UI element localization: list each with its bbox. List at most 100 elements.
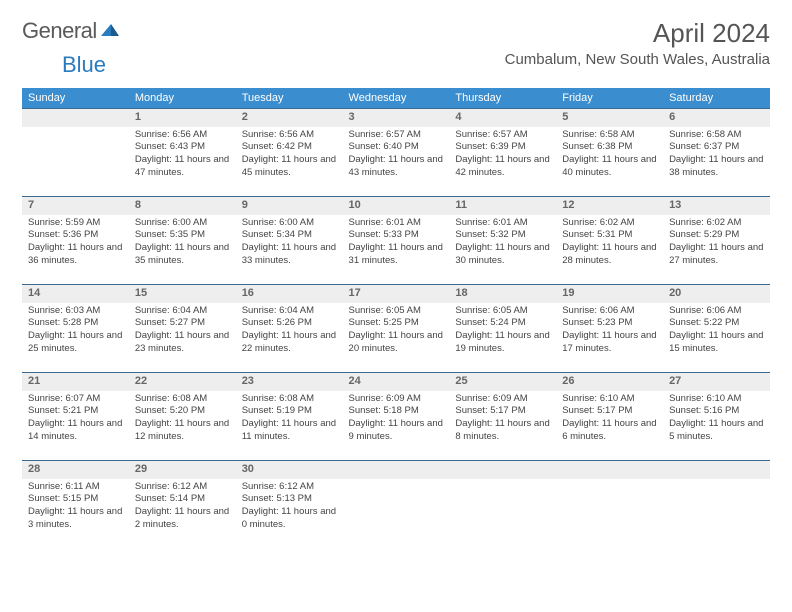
day-number-cell: 12 bbox=[556, 197, 663, 215]
day-number-cell: 26 bbox=[556, 373, 663, 391]
day-content-cell bbox=[663, 479, 770, 549]
day-number-cell: 2 bbox=[236, 109, 343, 127]
day-content-row: Sunrise: 6:03 AMSunset: 5:28 PMDaylight:… bbox=[22, 303, 770, 373]
day-number-cell bbox=[556, 461, 663, 479]
day-number-cell: 13 bbox=[663, 197, 770, 215]
sunset-line: Sunset: 5:21 PM bbox=[28, 405, 123, 418]
calendar-table: Sunday Monday Tuesday Wednesday Thursday… bbox=[22, 88, 770, 549]
sunset-line: Sunset: 5:17 PM bbox=[455, 405, 550, 418]
sunset-line: Sunset: 5:23 PM bbox=[562, 317, 657, 330]
day-number-cell: 8 bbox=[129, 197, 236, 215]
sunset-line: Sunset: 6:42 PM bbox=[242, 141, 337, 154]
day-content-cell: Sunrise: 6:00 AMSunset: 5:35 PMDaylight:… bbox=[129, 215, 236, 285]
daylight-line: Daylight: 11 hours and 22 minutes. bbox=[242, 330, 337, 356]
daylight-line: Daylight: 11 hours and 12 minutes. bbox=[135, 418, 230, 444]
sunset-line: Sunset: 6:43 PM bbox=[135, 141, 230, 154]
sunset-line: Sunset: 6:37 PM bbox=[669, 141, 764, 154]
sunrise-line: Sunrise: 6:56 AM bbox=[135, 129, 230, 142]
sunrise-line: Sunrise: 6:01 AM bbox=[349, 217, 444, 230]
weekday-header: Tuesday bbox=[236, 88, 343, 109]
daynum-row: 21222324252627 bbox=[22, 373, 770, 391]
day-content-cell: Sunrise: 6:06 AMSunset: 5:22 PMDaylight:… bbox=[663, 303, 770, 373]
sunrise-line: Sunrise: 6:08 AM bbox=[135, 393, 230, 406]
sunrise-line: Sunrise: 6:01 AM bbox=[455, 217, 550, 230]
day-content-cell bbox=[22, 127, 129, 197]
sunrise-line: Sunrise: 6:58 AM bbox=[562, 129, 657, 142]
sunset-line: Sunset: 5:36 PM bbox=[28, 229, 123, 242]
logo-text-general: General bbox=[22, 18, 97, 44]
day-number-cell: 19 bbox=[556, 285, 663, 303]
sunset-line: Sunset: 5:20 PM bbox=[135, 405, 230, 418]
sunrise-line: Sunrise: 6:00 AM bbox=[135, 217, 230, 230]
day-content-cell: Sunrise: 6:03 AMSunset: 5:28 PMDaylight:… bbox=[22, 303, 129, 373]
day-number-cell: 5 bbox=[556, 109, 663, 127]
sunset-line: Sunset: 5:31 PM bbox=[562, 229, 657, 242]
day-content-cell: Sunrise: 6:02 AMSunset: 5:31 PMDaylight:… bbox=[556, 215, 663, 285]
weekday-header: Thursday bbox=[449, 88, 556, 109]
sunset-line: Sunset: 5:17 PM bbox=[562, 405, 657, 418]
sunrise-line: Sunrise: 6:11 AM bbox=[28, 481, 123, 494]
sunset-line: Sunset: 5:27 PM bbox=[135, 317, 230, 330]
daylight-line: Daylight: 11 hours and 0 minutes. bbox=[242, 506, 337, 532]
day-content-cell: Sunrise: 6:12 AMSunset: 5:14 PMDaylight:… bbox=[129, 479, 236, 549]
sunrise-line: Sunrise: 6:10 AM bbox=[669, 393, 764, 406]
logo-triangle-icon bbox=[99, 22, 121, 40]
daylight-line: Daylight: 11 hours and 5 minutes. bbox=[669, 418, 764, 444]
daylight-line: Daylight: 11 hours and 8 minutes. bbox=[455, 418, 550, 444]
sunrise-line: Sunrise: 6:05 AM bbox=[455, 305, 550, 318]
sunset-line: Sunset: 5:14 PM bbox=[135, 493, 230, 506]
sunset-line: Sunset: 5:29 PM bbox=[669, 229, 764, 242]
day-number-cell bbox=[22, 109, 129, 127]
daynum-row: 282930 bbox=[22, 461, 770, 479]
day-content-cell: Sunrise: 6:07 AMSunset: 5:21 PMDaylight:… bbox=[22, 391, 129, 461]
sunset-line: Sunset: 5:34 PM bbox=[242, 229, 337, 242]
daylight-line: Daylight: 11 hours and 38 minutes. bbox=[669, 154, 764, 180]
daylight-line: Daylight: 11 hours and 42 minutes. bbox=[455, 154, 550, 180]
sunrise-line: Sunrise: 6:06 AM bbox=[669, 305, 764, 318]
sunset-line: Sunset: 5:24 PM bbox=[455, 317, 550, 330]
day-number-cell: 14 bbox=[22, 285, 129, 303]
day-content-cell: Sunrise: 6:02 AMSunset: 5:29 PMDaylight:… bbox=[663, 215, 770, 285]
daylight-line: Daylight: 11 hours and 23 minutes. bbox=[135, 330, 230, 356]
day-number-cell: 27 bbox=[663, 373, 770, 391]
day-number-cell: 28 bbox=[22, 461, 129, 479]
sunset-line: Sunset: 5:19 PM bbox=[242, 405, 337, 418]
sunrise-line: Sunrise: 6:04 AM bbox=[135, 305, 230, 318]
weekday-header-row: Sunday Monday Tuesday Wednesday Thursday… bbox=[22, 88, 770, 109]
day-content-cell: Sunrise: 6:00 AMSunset: 5:34 PMDaylight:… bbox=[236, 215, 343, 285]
sunrise-line: Sunrise: 6:12 AM bbox=[135, 481, 230, 494]
sunset-line: Sunset: 5:32 PM bbox=[455, 229, 550, 242]
day-content-cell: Sunrise: 5:59 AMSunset: 5:36 PMDaylight:… bbox=[22, 215, 129, 285]
location-text: Cumbalum, New South Wales, Australia bbox=[505, 51, 770, 68]
day-content-cell: Sunrise: 6:06 AMSunset: 5:23 PMDaylight:… bbox=[556, 303, 663, 373]
day-number-cell: 30 bbox=[236, 461, 343, 479]
day-number-cell: 21 bbox=[22, 373, 129, 391]
sunrise-line: Sunrise: 6:56 AM bbox=[242, 129, 337, 142]
month-title: April 2024 bbox=[505, 18, 770, 49]
daylight-line: Daylight: 11 hours and 35 minutes. bbox=[135, 242, 230, 268]
sunset-line: Sunset: 5:15 PM bbox=[28, 493, 123, 506]
day-number-cell: 20 bbox=[663, 285, 770, 303]
daylight-line: Daylight: 11 hours and 19 minutes. bbox=[455, 330, 550, 356]
daynum-row: 123456 bbox=[22, 109, 770, 127]
day-number-cell bbox=[449, 461, 556, 479]
day-number-cell: 22 bbox=[129, 373, 236, 391]
sunset-line: Sunset: 5:25 PM bbox=[349, 317, 444, 330]
sunrise-line: Sunrise: 6:08 AM bbox=[242, 393, 337, 406]
day-number-cell: 6 bbox=[663, 109, 770, 127]
day-content-cell: Sunrise: 6:58 AMSunset: 6:37 PMDaylight:… bbox=[663, 127, 770, 197]
sunset-line: Sunset: 6:38 PM bbox=[562, 141, 657, 154]
day-content-cell: Sunrise: 6:05 AMSunset: 5:24 PMDaylight:… bbox=[449, 303, 556, 373]
day-content-cell: Sunrise: 6:10 AMSunset: 5:16 PMDaylight:… bbox=[663, 391, 770, 461]
day-number-cell: 3 bbox=[343, 109, 450, 127]
logo: General bbox=[22, 18, 123, 44]
daylight-line: Daylight: 11 hours and 9 minutes. bbox=[349, 418, 444, 444]
sunrise-line: Sunrise: 5:59 AM bbox=[28, 217, 123, 230]
sunrise-line: Sunrise: 6:00 AM bbox=[242, 217, 337, 230]
sunrise-line: Sunrise: 6:06 AM bbox=[562, 305, 657, 318]
sunrise-line: Sunrise: 6:05 AM bbox=[349, 305, 444, 318]
daynum-row: 14151617181920 bbox=[22, 285, 770, 303]
day-content-cell: Sunrise: 6:58 AMSunset: 6:38 PMDaylight:… bbox=[556, 127, 663, 197]
title-block: April 2024 Cumbalum, New South Wales, Au… bbox=[505, 18, 770, 68]
day-content-cell: Sunrise: 6:05 AMSunset: 5:25 PMDaylight:… bbox=[343, 303, 450, 373]
